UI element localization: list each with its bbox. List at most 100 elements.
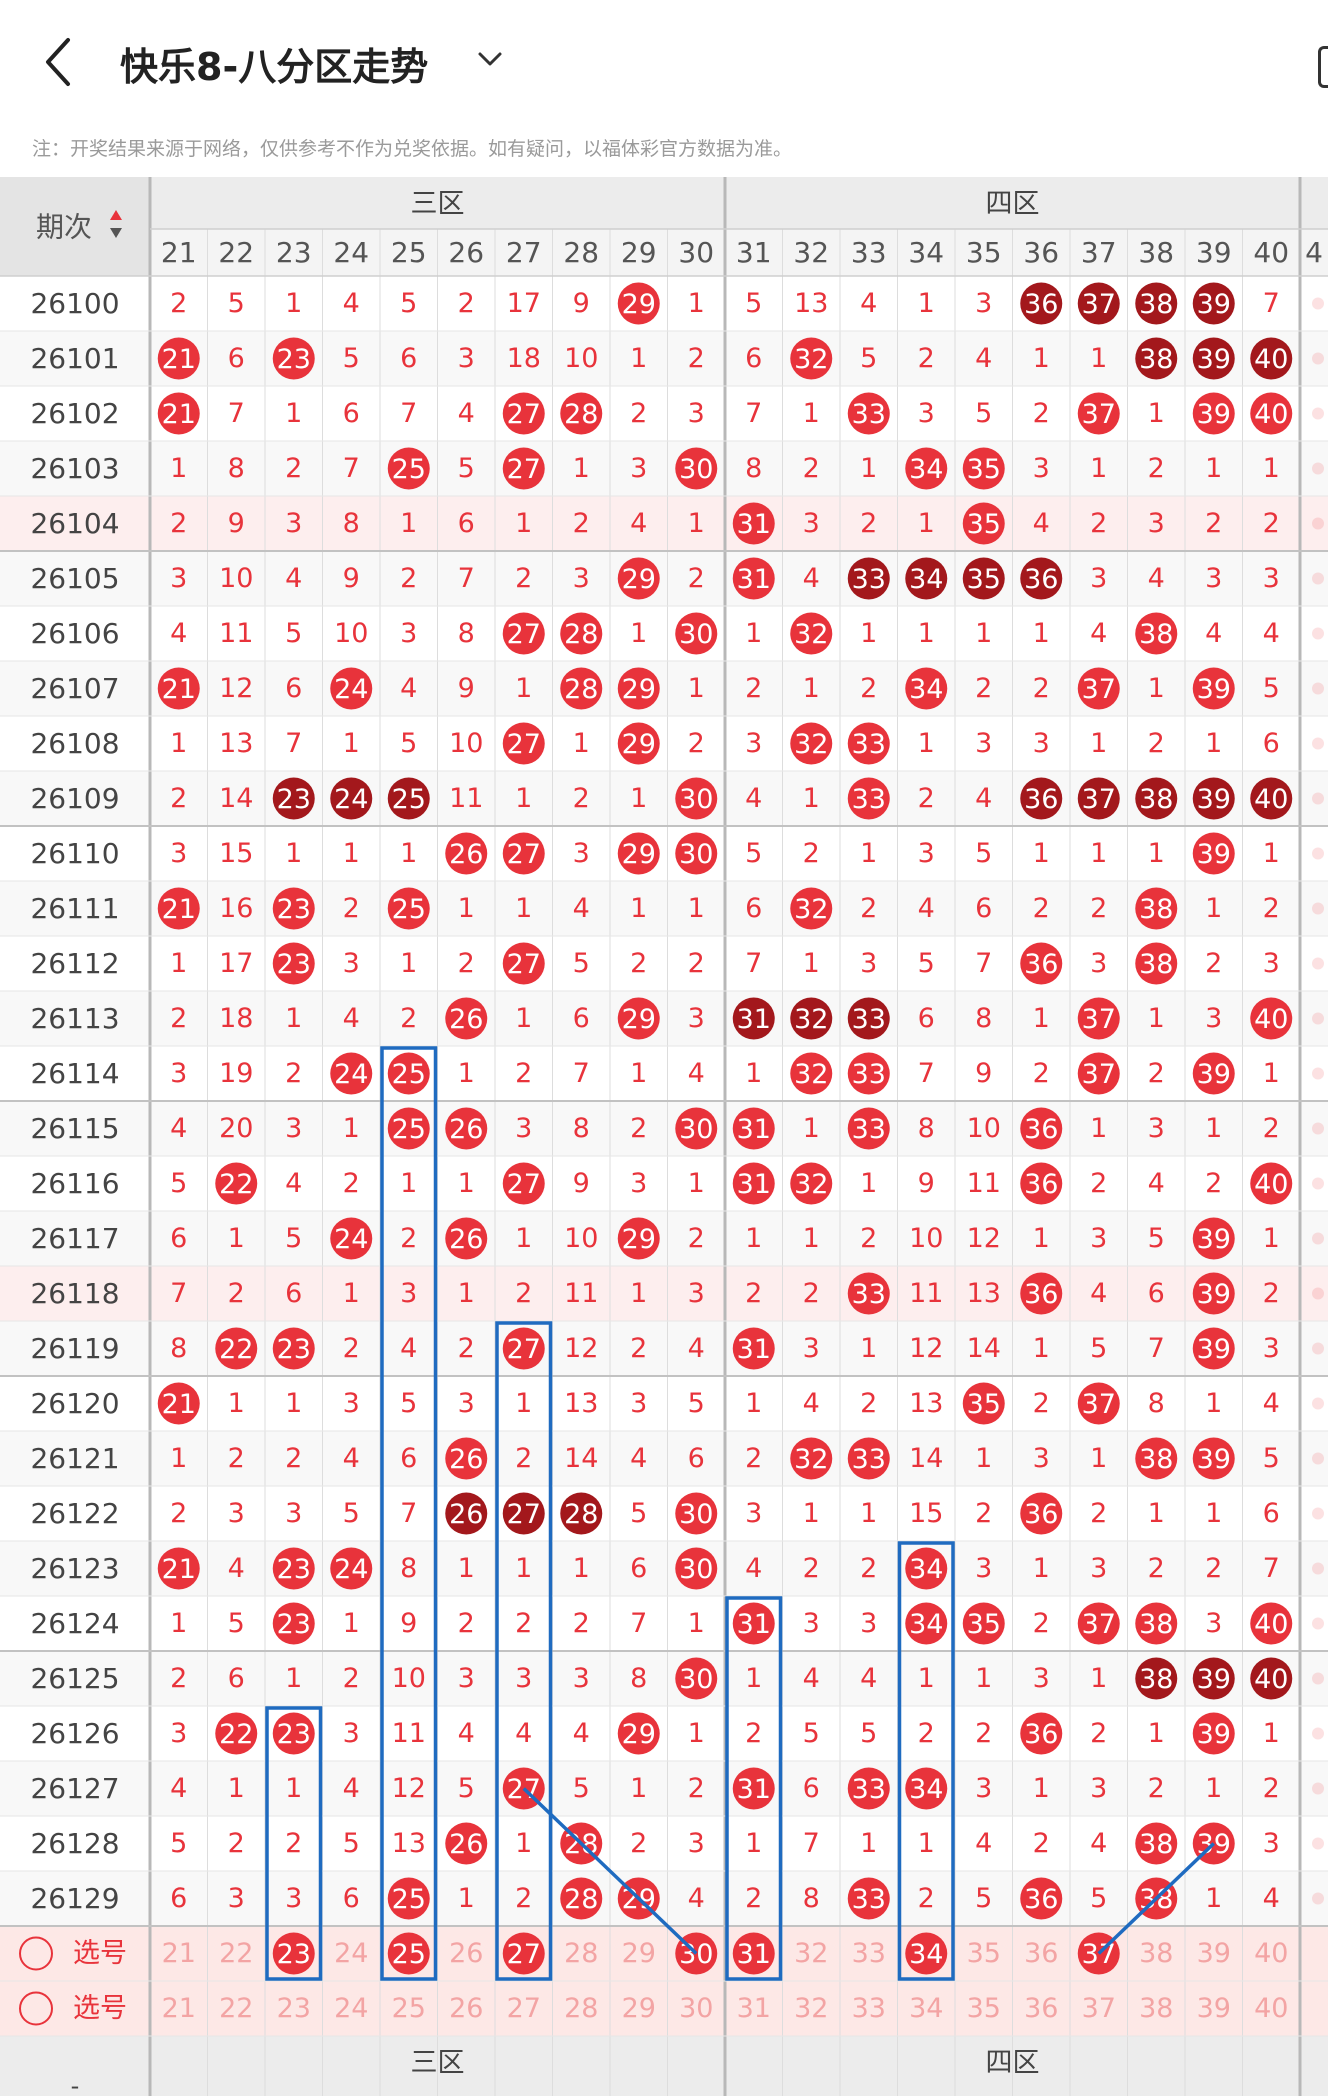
miss-count: 3 — [1090, 1223, 1107, 1254]
miss-count: 4 — [688, 1058, 705, 1089]
drawn-ball — [1020, 1492, 1063, 1535]
drawn-ball — [617, 722, 660, 765]
drawn-ball — [272, 1327, 315, 1370]
partial-col-mark — [1312, 1177, 1324, 1190]
miss-count: 1 — [458, 893, 475, 924]
drawn-ball-number: 31 — [737, 509, 771, 540]
drawn-ball-number: 21 — [162, 1389, 196, 1420]
select-number[interactable]: 21 — [162, 1938, 196, 1969]
drawn-ball — [790, 722, 833, 765]
select-number[interactable]: 22 — [219, 1993, 253, 2024]
select-number[interactable]: 37 — [1082, 1993, 1116, 2024]
select-number[interactable]: 39 — [1197, 1938, 1231, 1969]
miss-count: 2 — [1090, 893, 1107, 924]
select-number[interactable]: 31 — [737, 1993, 771, 2024]
drawn-ball — [732, 1162, 775, 1205]
select-number[interactable]: 22 — [219, 1938, 253, 1969]
miss-count: 5 — [1090, 1333, 1107, 1364]
miss-count: 4 — [975, 1828, 992, 1859]
miss-count: 5 — [688, 1388, 705, 1419]
select-number[interactable]: 30 — [679, 1993, 713, 2024]
select-number[interactable]: 26 — [449, 1938, 483, 1969]
selected-ball[interactable] — [272, 1932, 315, 1975]
select-number[interactable]: 29 — [622, 1938, 656, 1969]
drawn-ball-number: 29 — [622, 1719, 656, 1750]
miss-count: 1 — [285, 1773, 302, 1804]
select-number[interactable]: 28 — [564, 1938, 598, 1969]
select-number[interactable]: 33 — [852, 1993, 886, 2024]
drawn-ball — [905, 1767, 948, 1810]
back-arrow-icon[interactable] — [40, 34, 80, 90]
select-number[interactable]: 35 — [967, 1993, 1001, 2024]
miss-count: 3 — [630, 1388, 647, 1419]
share-icon[interactable] — [1318, 46, 1328, 88]
table-row — [0, 496, 1328, 551]
select-number[interactable]: 24 — [334, 1993, 368, 2024]
select-number[interactable]: 40 — [1254, 1993, 1288, 2024]
miss-count: 5 — [975, 398, 992, 429]
drawn-ball — [790, 612, 833, 655]
select-number[interactable]: 35 — [967, 1938, 1001, 1969]
drawn-ball — [1020, 1272, 1063, 1315]
selected-ball[interactable] — [732, 1932, 775, 1975]
drawn-ball-number: 32 — [794, 1059, 828, 1090]
drawn-ball-number: 32 — [794, 344, 828, 375]
select-number[interactable]: 28 — [564, 1993, 598, 2024]
select-number[interactable]: 39 — [1197, 1993, 1231, 2024]
drawn-ball — [1250, 392, 1293, 435]
select-number[interactable]: 34 — [909, 1993, 943, 2024]
select-number[interactable]: 32 — [794, 1993, 828, 2024]
selected-ball[interactable] — [905, 1932, 948, 1975]
select-radio[interactable] — [19, 1936, 53, 1971]
partial-col-mark — [1312, 1452, 1324, 1465]
drawn-ball-number: 26 — [449, 1004, 483, 1035]
select-radio[interactable] — [19, 1991, 53, 2026]
select-number[interactable]: 32 — [794, 1938, 828, 1969]
table-row — [0, 881, 1328, 936]
trend-table: 三区 三区 四区 四区 期次 21 22 23 24 25 26 27 28 29 30 31 32 33 34 35… — [0, 177, 1328, 2096]
miss-count: 1 — [975, 1663, 992, 1694]
sort-down-icon[interactable] — [110, 228, 122, 238]
select-number[interactable]: 24 — [334, 1938, 368, 1969]
miss-count: 1 — [1148, 1003, 1165, 1034]
drawn-ball-number: 29 — [622, 674, 656, 705]
miss-count: 4 — [630, 508, 647, 539]
miss-count: 5 — [458, 1773, 475, 1804]
select-number[interactable]: 36 — [1024, 1938, 1058, 1969]
drawn-ball-number: 23 — [277, 1334, 311, 1365]
drawn-ball — [272, 942, 315, 985]
select-number[interactable]: 33 — [852, 1938, 886, 1969]
select-number[interactable]: 23 — [277, 1993, 311, 2024]
drawn-ball-number: 32 — [794, 1444, 828, 1475]
select-number[interactable]: 27 — [507, 1993, 541, 2024]
miss-count: 2 — [400, 563, 417, 594]
select-number[interactable]: 38 — [1139, 1993, 1173, 2024]
select-number[interactable]: 25 — [392, 1993, 426, 2024]
selected-ball[interactable] — [387, 1932, 430, 1975]
select-number[interactable]: 26 — [449, 1993, 483, 2024]
miss-count: 2 — [458, 1608, 475, 1639]
miss-count: 5 — [860, 343, 877, 374]
miss-count: 2 — [170, 1003, 187, 1034]
drawn-ball-number: 26 — [449, 1114, 483, 1145]
miss-count: 11 — [219, 618, 253, 649]
drawn-ball-number: 26 — [449, 1444, 483, 1475]
sort-up-icon[interactable] — [110, 210, 122, 220]
drawn-ball — [560, 1877, 603, 1920]
miss-count: 4 — [285, 563, 302, 594]
select-number[interactable]: 36 — [1024, 1993, 1058, 2024]
select-number[interactable]: 29 — [622, 1993, 656, 2024]
drawn-ball-number: 29 — [622, 564, 656, 595]
select-number[interactable]: 38 — [1139, 1938, 1173, 1969]
selected-ball[interactable] — [502, 1932, 545, 1975]
miss-count: 17 — [219, 948, 253, 979]
miss-count: 8 — [400, 1553, 417, 1584]
miss-count: 17 — [507, 288, 541, 319]
miss-count: 6 — [688, 1443, 705, 1474]
miss-count: 6 — [400, 343, 417, 374]
chevron-down-icon[interactable] — [476, 48, 504, 72]
select-number[interactable]: 21 — [162, 1993, 196, 2024]
miss-count: 1 — [515, 673, 532, 704]
drawn-ball-number: 32 — [794, 1169, 828, 1200]
select-number[interactable]: 40 — [1254, 1938, 1288, 1969]
